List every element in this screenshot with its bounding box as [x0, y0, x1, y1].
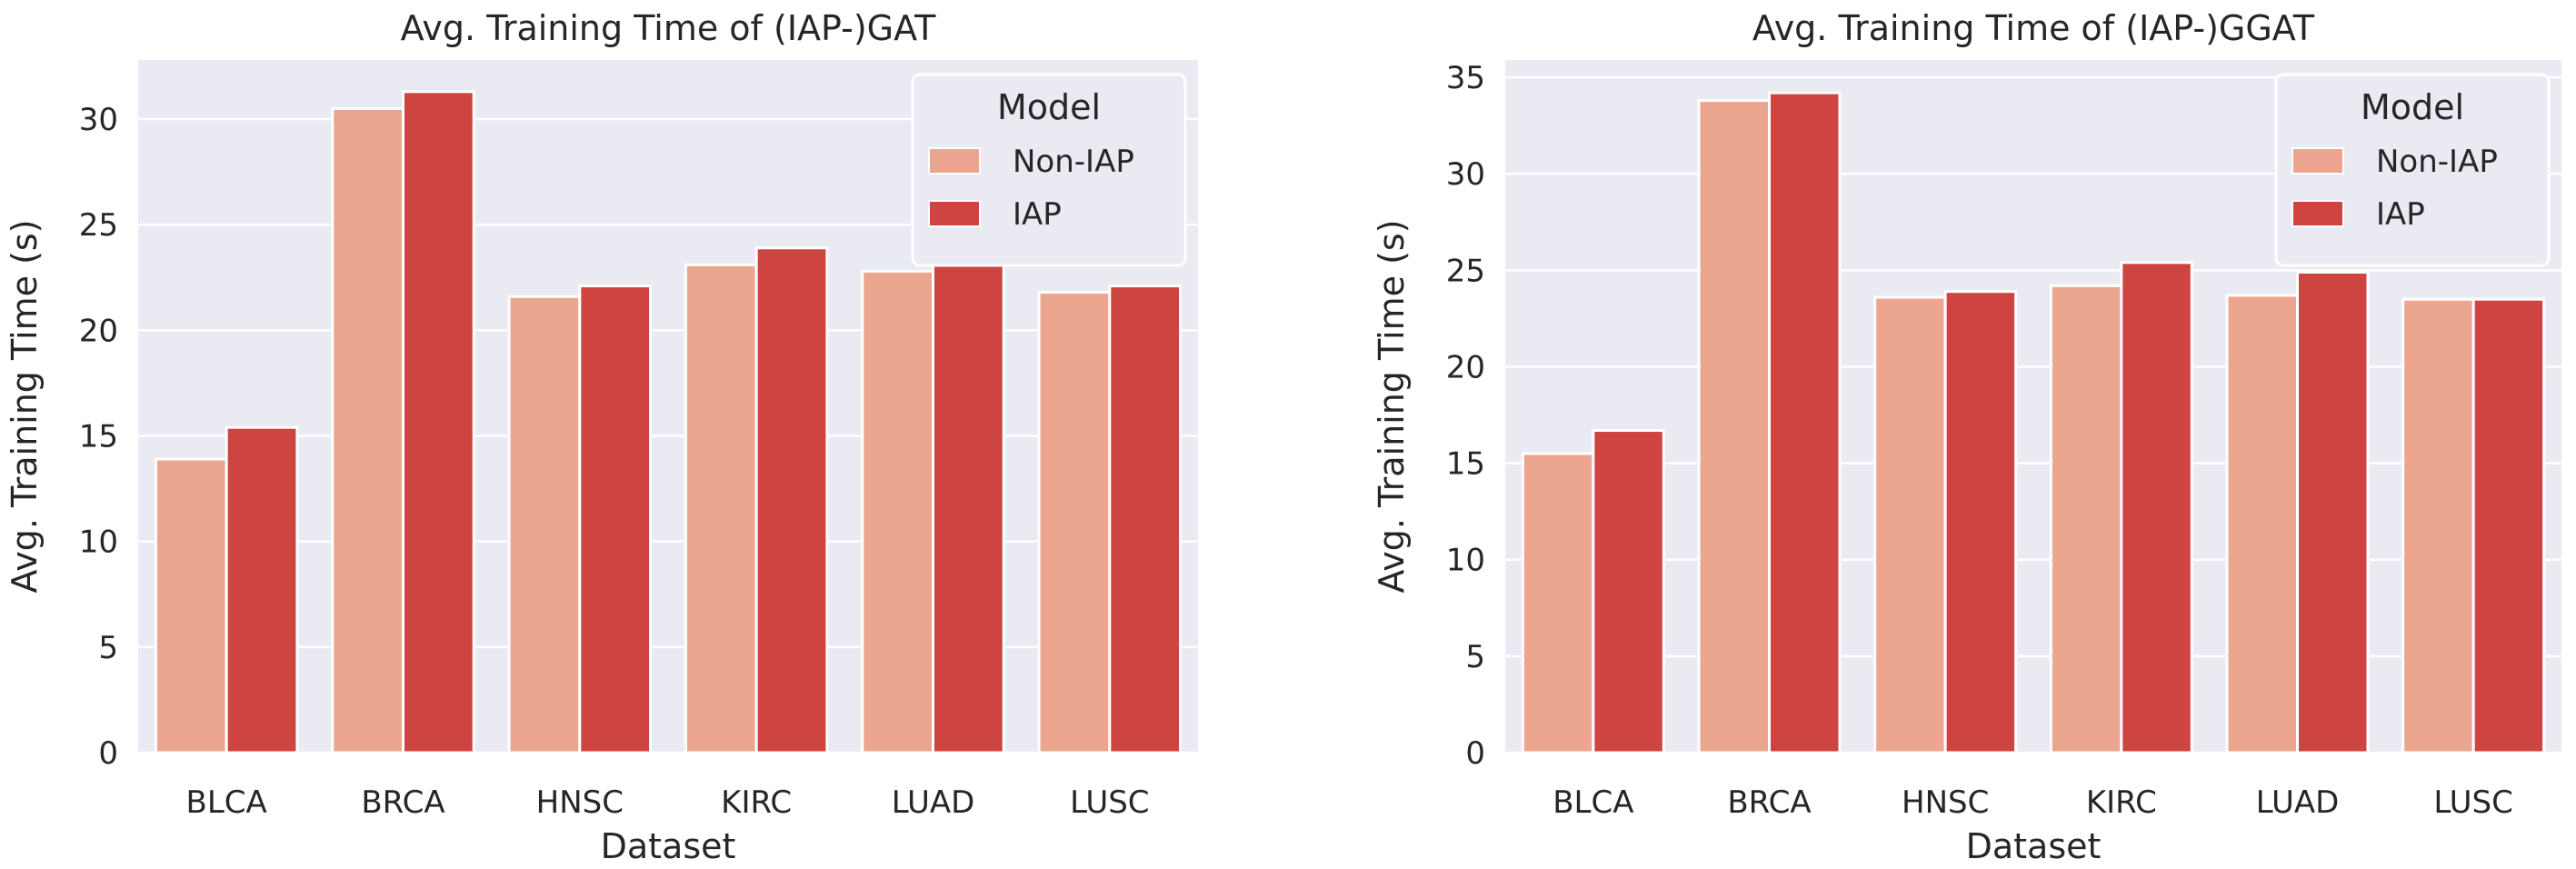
bar-brca-non-iap	[331, 106, 404, 754]
bar-luad-iap	[2296, 270, 2370, 754]
bar-kirc-iap	[754, 246, 829, 754]
chart-2: 0 5 10 15 20 25 30 35 BLCA BRCA HNSC KIRC LUAD LUSC Av…	[1372, 8, 2561, 866]
legend-title: Model	[2361, 87, 2464, 127]
y-axis-label: Avg. Training Time (s)	[5, 219, 45, 593]
x-tick-label: KIRC	[2086, 784, 2157, 821]
y-tick-label: 20	[1446, 349, 1485, 385]
bar-blca-iap	[225, 425, 299, 754]
bar-hnsc-non-iap	[1873, 295, 1947, 754]
x-tick-label: BLCA	[186, 784, 267, 821]
y-tick-label: 20	[79, 313, 118, 349]
bar-hnsc-iap	[578, 285, 653, 754]
bar-luad-iap	[932, 263, 1005, 754]
x-tick-label: HNSC	[1902, 784, 1989, 821]
bar-brca-iap	[402, 90, 475, 754]
bar-kirc-non-iap	[2049, 284, 2123, 754]
y-tick-label: 10	[1446, 543, 1485, 579]
legend-label: IAP	[2376, 196, 2425, 233]
x-tick-label: HNSC	[536, 784, 624, 821]
x-tick-label: KIRC	[721, 784, 792, 821]
bar-hnsc-non-iap	[507, 295, 582, 754]
x-tick-label: LUAD	[892, 784, 975, 821]
bar-brca-non-iap	[1697, 99, 1771, 754]
legend-title: Model	[997, 87, 1101, 127]
x-axis-label: Dataset	[1966, 826, 2102, 866]
x-tick-label: BRCA	[361, 784, 444, 821]
bar-kirc-non-iap	[684, 263, 758, 754]
legend-swatch-non-iap	[928, 147, 981, 175]
x-axis-label: Dataset	[601, 826, 736, 866]
x-tick-label: LUAD	[2256, 784, 2340, 821]
legend: Model Non-IAP IAP	[911, 73, 1187, 267]
bar-blca-iap	[1592, 429, 1665, 754]
bar-luad-non-iap	[2225, 294, 2300, 754]
bar-lusc-non-iap	[1037, 291, 1112, 754]
x-tick-label: LUSC	[2433, 784, 2512, 821]
legend: Model Non-IAP IAP	[2274, 73, 2551, 267]
y-tick-label: 30	[1446, 156, 1485, 193]
bar-blca-non-iap	[1521, 452, 1595, 754]
bar-blca-non-iap	[154, 457, 228, 754]
chart-title: Avg. Training Time of (IAP-)GGAT	[1752, 8, 2315, 48]
y-tick-label: 10	[79, 524, 118, 561]
legend-swatch-non-iap	[2291, 147, 2344, 175]
bar-lusc-iap	[1108, 285, 1183, 754]
bar-luad-non-iap	[861, 269, 934, 754]
bar-lusc-iap	[2471, 297, 2546, 754]
legend-swatch-iap	[928, 200, 981, 227]
y-tick-label: 30	[79, 102, 118, 138]
y-tick-label: 25	[79, 207, 118, 244]
x-tick-label: LUSC	[1070, 784, 1149, 821]
bar-hnsc-iap	[1943, 290, 2018, 754]
bar-kirc-iap	[2120, 261, 2193, 754]
legend-label: IAP	[1013, 196, 1062, 233]
y-tick-label: 5	[1465, 639, 1485, 675]
y-tick-label: 15	[1446, 446, 1485, 483]
chart-1: 0 5 10 15 20 25 30 BLCA BRCA HNSC KIRC LUAD LUSC Avg.…	[5, 8, 1198, 866]
legend-swatch-iap	[2291, 200, 2344, 227]
bar-brca-iap	[1768, 91, 1842, 754]
y-tick-label: 25	[1446, 253, 1485, 289]
y-tick-label: 35	[1446, 60, 1485, 96]
x-tick-label: BLCA	[1553, 784, 1633, 821]
y-tick-label: 0	[1465, 735, 1485, 772]
bar-lusc-non-iap	[2401, 297, 2475, 754]
x-tick-label: BRCA	[1727, 784, 1811, 821]
chart-title: Avg. Training Time of (IAP-)GAT	[401, 8, 936, 48]
y-tick-label: 0	[98, 735, 118, 772]
y-tick-label: 5	[98, 630, 118, 666]
legend-label: Non-IAP	[1013, 144, 1134, 180]
y-axis-label: Avg. Training Time (s)	[1372, 219, 1412, 593]
y-tick-label: 15	[79, 419, 118, 455]
legend-label: Non-IAP	[2376, 144, 2498, 180]
